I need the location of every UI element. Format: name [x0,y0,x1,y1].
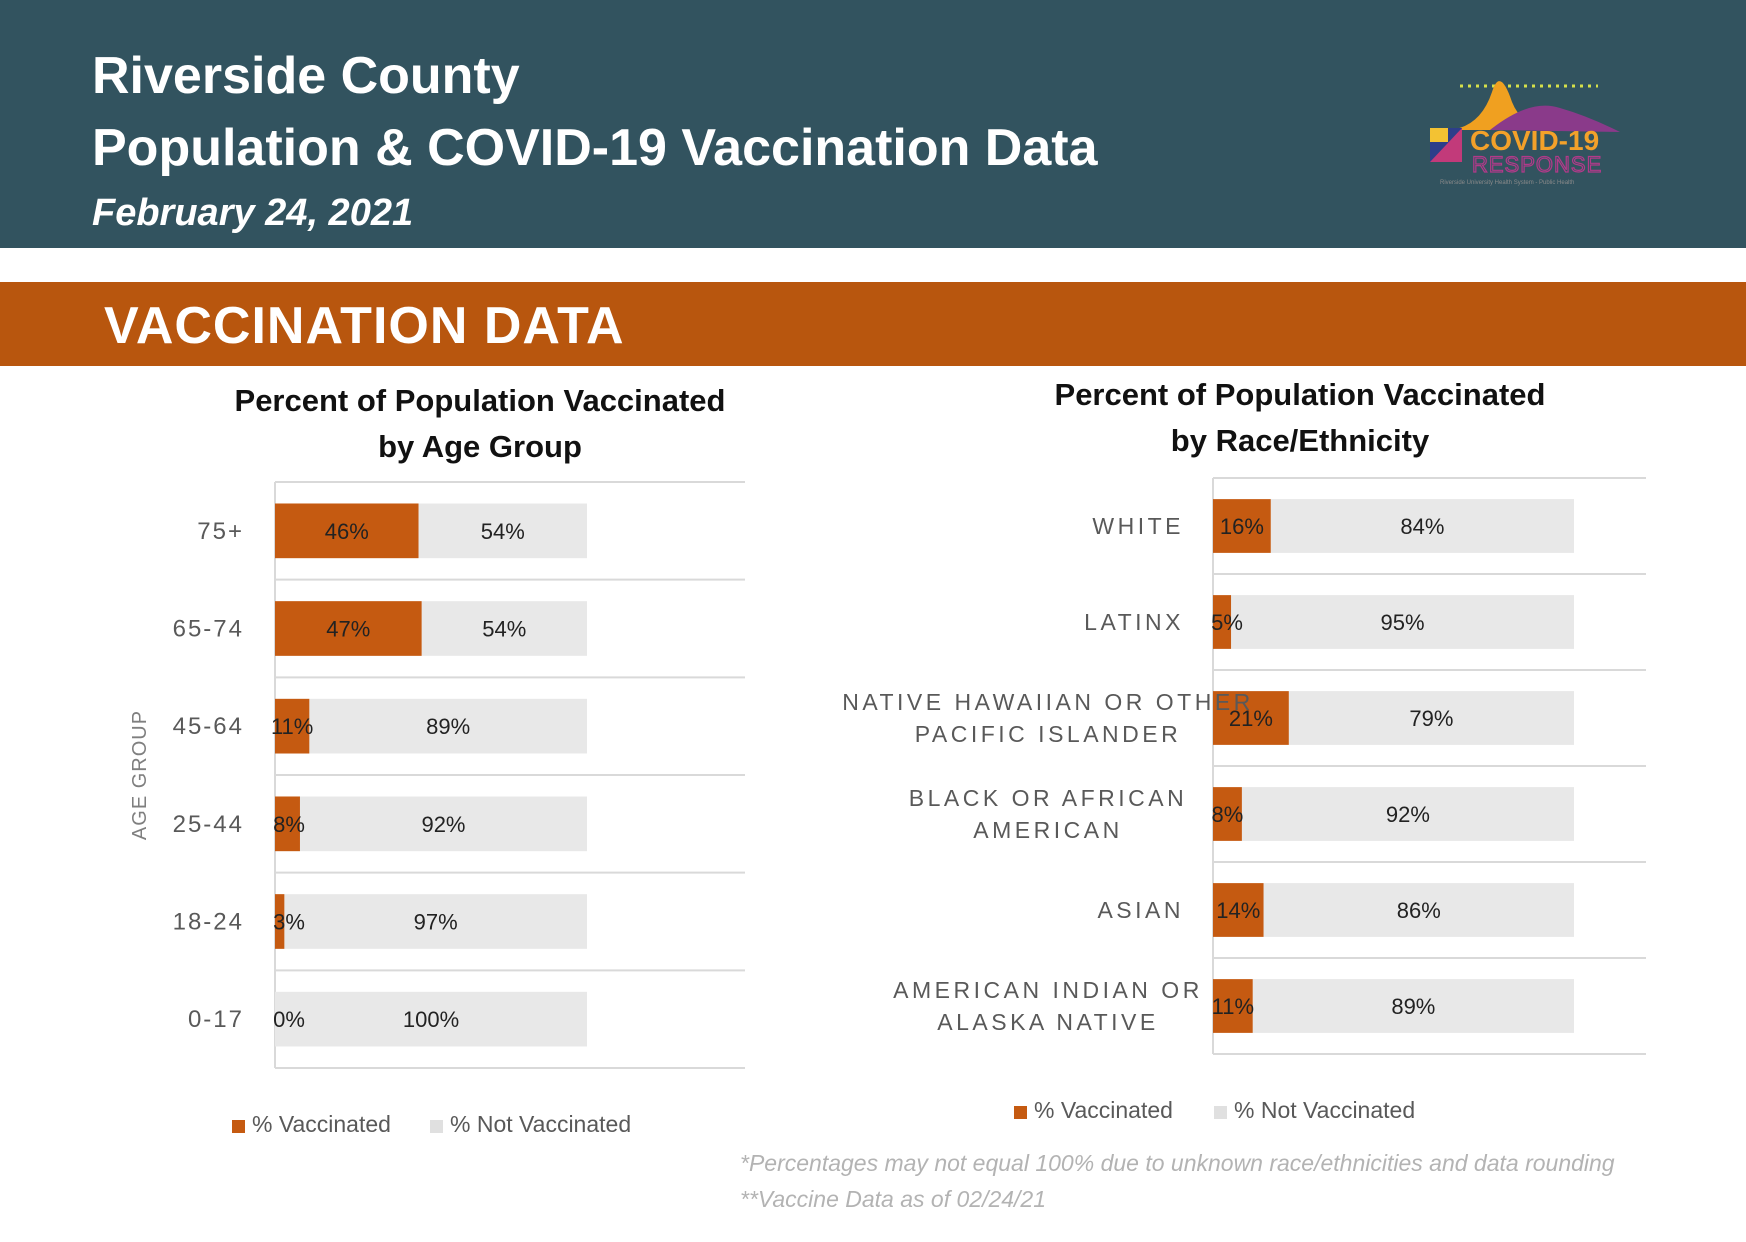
bar-not-vaccinated-25-44 [299,796,587,852]
category-label-black-or-african-american: BLACK OR AFRICAN [909,785,1187,811]
category-label-native-hawaiian-or-other-pacific-islander: NATIVE HAWAIIAN OR OTHER [842,689,1254,715]
data-label-not-vaccinated-asian: 86% [1397,898,1441,923]
category-label-american-indian-or-alaska-native: ALASKA NATIVE [937,1009,1158,1035]
data-label-not-vaccinated-0-17: 100% [403,1007,459,1032]
data-label-vaccinated-native-hawaiian-or-other-pacific-islander: 21% [1229,706,1273,731]
data-label-vaccinated-45-64: 11% [271,714,313,739]
data-label-vaccinated-latinx: 5% [1211,610,1243,635]
category-label-asian: ASIAN [1097,897,1184,923]
category-label-65-74: 65-74 [173,616,244,643]
legend-swatch-vaccinated [232,1120,245,1133]
bar-not-vaccinated-0-17 [275,991,587,1047]
bar-vaccinated-asian [1213,883,1264,937]
category-label-american-indian-or-alaska-native: AMERICAN INDIAN OR [893,977,1203,1003]
bar-not-vaccinated-native-hawaiian-or-other-pacific-islander [1288,691,1574,745]
data-label-not-vaccinated-45-64: 89% [426,714,470,739]
bar-not-vaccinated-75 [418,503,587,559]
data-label-not-vaccinated-25-44: 92% [421,812,465,837]
data-label-vaccinated-black-or-african-american: 8% [1212,802,1244,827]
category-label-25-44: 25-44 [173,811,244,838]
data-label-not-vaccinated-american-indian-or-alaska-native: 89% [1391,994,1435,1019]
legend-label-not-vaccinated: % Not Vaccinated [1234,1097,1415,1123]
data-label-not-vaccinated-white: 84% [1400,514,1444,539]
data-label-vaccinated-65-74: 47% [326,617,370,642]
bar-vaccinated-65-74 [275,601,422,656]
page-title-line2: Population & COVID-19 Vaccination Data [92,119,1098,177]
data-label-vaccinated-18-24: 3% [273,910,305,935]
bar-vaccinated-white [1213,499,1271,553]
category-label-75: 75+ [197,518,244,545]
svg-text:RESPONSE: RESPONSE [1472,152,1602,177]
category-label-native-hawaiian-or-other-pacific-islander: PACIFIC ISLANDER [915,721,1181,747]
age-chart-title-line1: Percent of Population Vaccinated [234,383,726,418]
legend-label-not-vaccinated: % Not Vaccinated [450,1111,631,1137]
data-label-vaccinated-american-indian-or-alaska-native: 11% [1212,994,1254,1019]
data-label-vaccinated-75: 46% [325,519,369,544]
bar-not-vaccinated-18-24 [284,894,587,949]
bar-vaccinated-black-or-african-american [1213,787,1242,841]
age-group-chart: 46% 54% 75+ 47% 54% 65-74 11% 89% 45-64 8% 92% 25-4… [129,481,745,1137]
bar-not-vaccinated-white [1270,499,1574,553]
covid-response-logo: COVID-19 RESPONSE Riverside University H… [1430,81,1620,186]
header-bar: Riverside County Population & COVID-19 V… [0,0,1746,248]
data-label-not-vaccinated-65-74: 54% [482,617,526,642]
race-chart-title-line1: Percent of Population Vaccinated [1054,377,1546,412]
data-label-vaccinated-asian: 14% [1216,898,1260,923]
svg-text:COVID-19: COVID-19 [1470,125,1599,156]
data-label-not-vaccinated-black-or-african-american: 92% [1386,802,1430,827]
race-chart-title-line2: by Race/Ethnicity [1170,423,1430,458]
svg-text:Riverside University Health Sy: Riverside University Health System - Pub… [1440,180,1574,186]
category-label-0-17: 0-17 [188,1006,244,1033]
bar-vaccinated-45-64 [275,698,310,754]
bar-vaccinated-native-hawaiian-or-other-pacific-islander [1213,691,1289,745]
bar-vaccinated-latinx [1213,595,1232,649]
footnote-percentages: *Percentages may not equal 100% due to u… [740,1150,1615,1176]
bar-not-vaccinated-black-or-african-american [1241,787,1574,841]
page-title-line1: Riverside County [92,47,520,105]
report-date: February 24, 2021 [92,192,414,234]
category-label-white: WHITE [1092,513,1184,539]
bar-not-vaccinated-asian [1263,883,1574,937]
y-axis-label: AGE GROUP [129,710,151,840]
bar-vaccinated-75 [275,503,419,559]
bar-vaccinated-american-indian-or-alaska-native [1213,979,1253,1033]
age-chart-title-line2: by Age Group [378,429,582,464]
section-banner: VACCINATION DATA [0,282,1746,366]
age-chart-title: Percent of Population Vaccinated by Age … [180,378,780,470]
category-label-45-64: 45-64 [173,713,244,740]
category-label-18-24: 18-24 [173,909,244,936]
bar-not-vaccinated-american-indian-or-alaska-native [1252,979,1574,1033]
category-label-black-or-african-american: AMERICAN [973,817,1122,843]
legend-label-vaccinated: % Vaccinated [252,1111,391,1137]
bar-not-vaccinated-45-64 [309,698,587,754]
data-label-not-vaccinated-75: 54% [481,519,525,544]
legend-label-vaccinated: % Vaccinated [1034,1097,1173,1123]
data-label-vaccinated-0-17: 0% [273,1007,305,1032]
footnote-data-date: **Vaccine Data as of 02/24/21 [740,1186,1047,1212]
data-label-not-vaccinated-latinx: 95% [1381,610,1425,635]
bar-not-vaccinated-latinx [1231,595,1574,649]
race-ethnicity-chart: 16% 84% WHITE 5% 95% LATINX 21% 79% NATIVE HAWAI… [842,477,1646,1123]
bar-vaccinated-25-44 [275,796,300,852]
section-title: VACCINATION DATA [104,297,625,355]
bar-not-vaccinated-65-74 [421,601,587,656]
data-label-vaccinated-white: 16% [1220,514,1264,539]
data-label-vaccinated-25-44: 8% [273,812,305,837]
data-label-not-vaccinated-native-hawaiian-or-other-pacific-islander: 79% [1409,706,1453,731]
category-label-latinx: LATINX [1084,609,1184,635]
race-chart-title: Percent of Population Vaccinated by Race… [1000,372,1600,464]
legend-swatch-not-vaccinated [430,1120,443,1133]
bar-vaccinated-18-24 [275,894,285,949]
legend-swatch-not-vaccinated [1214,1106,1227,1119]
data-label-not-vaccinated-18-24: 97% [414,910,458,935]
legend-swatch-vaccinated [1014,1106,1027,1119]
